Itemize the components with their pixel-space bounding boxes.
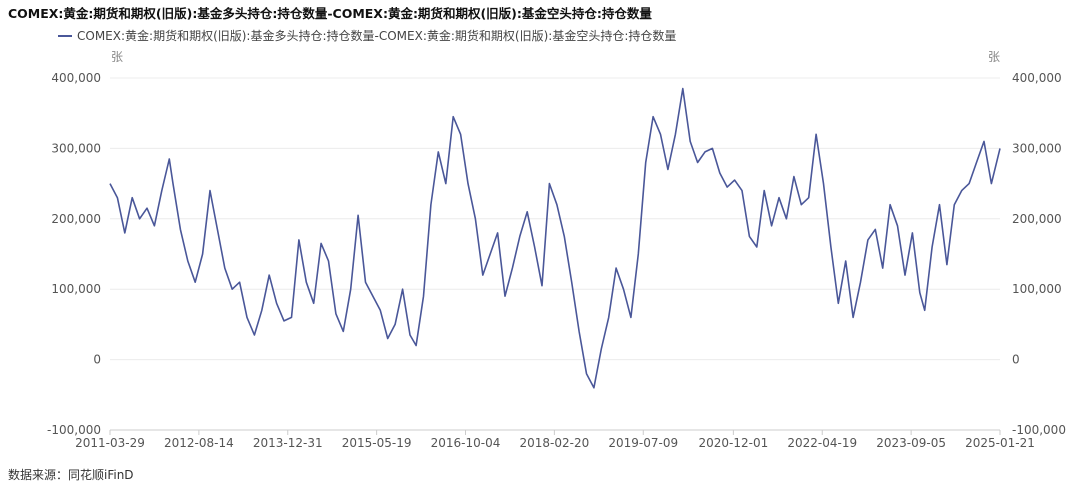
series-line[interactable]	[109, 87, 1001, 389]
y-tick-label-right: 200,000	[1012, 212, 1062, 226]
x-tick-label: 2015-05-19	[342, 436, 412, 450]
x-tick-label: 2019-07-09	[608, 436, 678, 450]
y-tick-label-right: 400,000	[1012, 71, 1062, 85]
y-tick-label-left: 0	[93, 353, 101, 367]
y-tick-label-right: 300,000	[1012, 141, 1062, 155]
data-source-note: 数据来源：同花顺iFinD	[8, 468, 134, 482]
x-axis: 2011-03-29 2012-08-14 2013-12-31 2015-05-19…	[75, 430, 1035, 450]
x-tick-label: 2011-03-29	[75, 436, 145, 450]
legend-swatch	[58, 34, 72, 37]
x-tick-label: 2023-09-05	[876, 436, 946, 450]
legend[interactable]: COMEX:黄金:期货和期权(旧版):基金多头持仓:持仓数量-COMEX:黄金:…	[58, 27, 676, 44]
y-tick-label-right: 100,000	[1012, 282, 1062, 296]
y-tick-label-left: 100,000	[51, 282, 101, 296]
right-y-axis: -100,000 0 100,000 200,000 300,000 400,000	[1012, 71, 1066, 437]
chart-title: COMEX:黄金:期货和期权(旧版):基金多头持仓:持仓数量-COMEX:黄金:…	[8, 6, 652, 21]
left-axis-unit: 张	[111, 50, 124, 64]
y-tick-label-left: 200,000	[51, 212, 101, 226]
legend-label: COMEX:黄金:期货和期权(旧版):基金多头持仓:持仓数量-COMEX:黄金:…	[77, 29, 677, 43]
left-y-axis: -100,000 0 100,000 200,000 300,000 400,000	[47, 71, 101, 437]
y-tick-label-left: -100,000	[47, 423, 101, 437]
x-tick-label: 2013-12-31	[253, 436, 323, 450]
y-tick-label-left: 300,000	[51, 141, 101, 155]
x-tick-label: 2016-10-04	[431, 436, 501, 450]
x-tick-label: 2022-04-19	[787, 436, 857, 450]
y-tick-label-right: 0	[1012, 353, 1020, 367]
y-tick-label-left: 400,000	[51, 71, 101, 85]
x-tick-label: 2020-12-01	[698, 436, 768, 450]
x-tick-label: 2018-02-20	[520, 436, 590, 450]
y-tick-label-right: -100,000	[1012, 423, 1066, 437]
series-layer	[109, 87, 1001, 389]
x-tick-label: 2025-01-21	[965, 436, 1035, 450]
grid-lines	[110, 77, 1000, 431]
right-axis-unit: 张	[988, 50, 1001, 64]
x-tick-label: 2012-08-14	[164, 436, 234, 450]
